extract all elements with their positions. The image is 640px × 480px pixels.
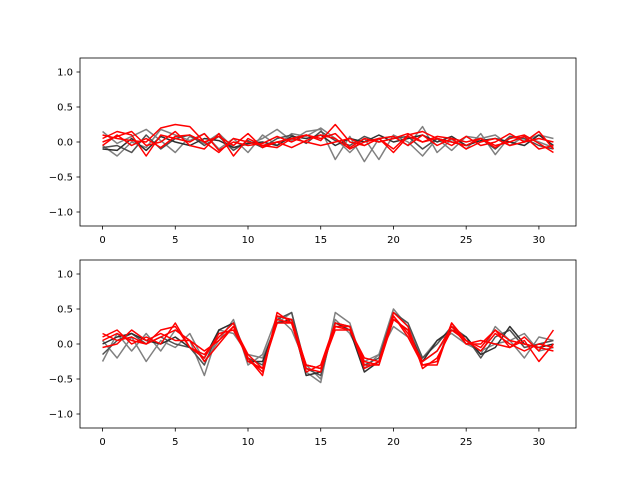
series-line-8: [102, 134, 554, 154]
series-line-4: [102, 134, 554, 152]
series-line-8: [102, 315, 554, 370]
y-tick-label: 0.5: [57, 103, 73, 114]
x-tick-label: 5: [172, 437, 178, 448]
x-tick-label: 15: [314, 235, 327, 246]
x-tick-label: 30: [533, 437, 546, 448]
x-tick-label: 20: [387, 437, 400, 448]
x-tick-label: 5: [172, 235, 178, 246]
x-tick-label: 15: [314, 437, 327, 448]
series-line-6: [102, 311, 554, 377]
series-group: [101, 308, 555, 384]
x-tick-label: 0: [99, 437, 105, 448]
y-tick-label: −0.5: [49, 173, 73, 184]
bottom-subplot: 0 5 10 15 20 25 30 −1.0 −0.5 0.0 0.5 1.0: [49, 259, 577, 448]
series-line-7: [102, 130, 554, 157]
x-tick-label: 10: [242, 437, 255, 448]
y-tick-label: 1.0: [57, 68, 73, 79]
x-tick-label: 25: [460, 437, 473, 448]
y-tick-label: −0.5: [49, 375, 73, 386]
y-tick-label: 1.0: [57, 270, 73, 281]
series-group: [102, 123, 555, 163]
x-tick-label: 25: [460, 235, 473, 246]
top-subplot: 0 5 10 15 20 25 30 −1.0 −0.5 0.0 0.5 1.0: [49, 57, 577, 246]
x-tick-label: 30: [533, 235, 546, 246]
y-tick-label: 0.5: [57, 305, 73, 316]
y-tick-label: −1.0: [49, 208, 73, 219]
x-tick-label: 10: [242, 235, 255, 246]
x-tick-label: 0: [99, 235, 105, 246]
x-tick-label: 20: [387, 235, 400, 246]
y-tick-label: −1.0: [49, 410, 73, 421]
y-tick-label: 0.0: [57, 138, 73, 149]
y-tick-label: 0.0: [57, 340, 73, 351]
